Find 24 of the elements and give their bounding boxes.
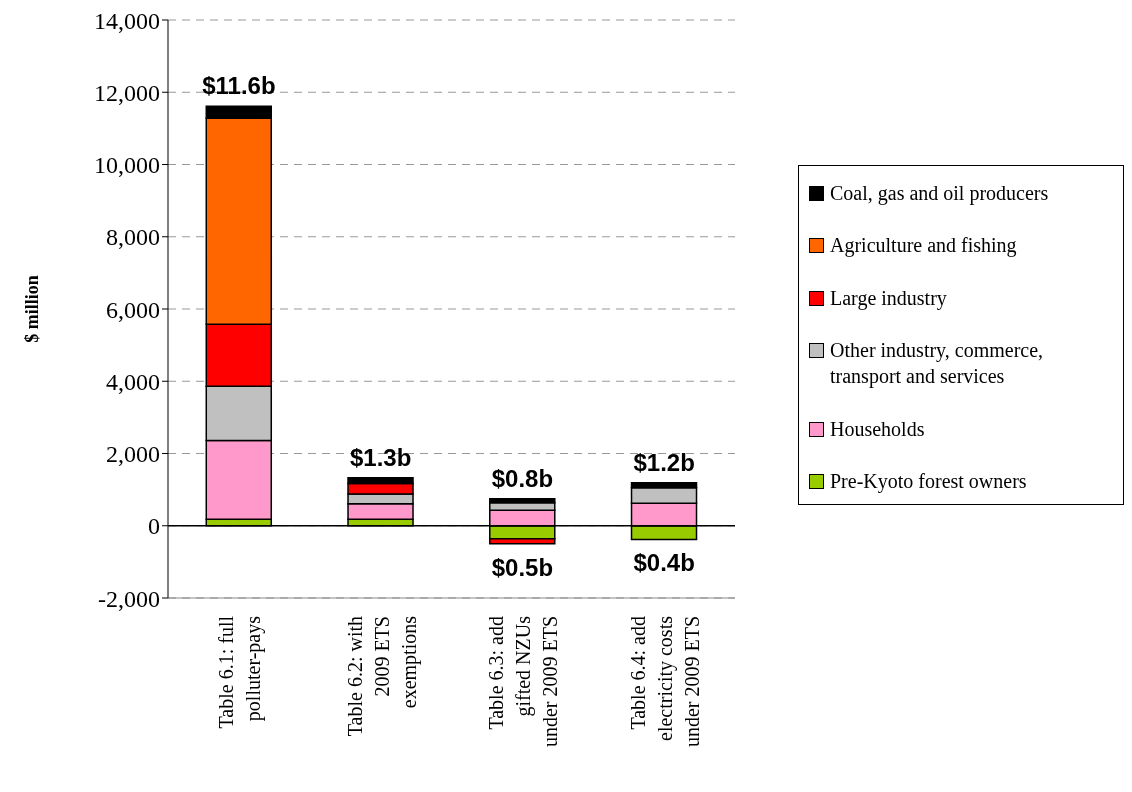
annotation: $0.4b bbox=[633, 549, 695, 577]
y-tick-label: 12,000 bbox=[94, 79, 160, 106]
legend-label: Households bbox=[830, 416, 925, 442]
annotation: $1.2b bbox=[633, 448, 695, 476]
annotation: $11.6b bbox=[202, 72, 276, 100]
y-tick-label: 2,000 bbox=[106, 441, 160, 468]
y-tick-label: 14,000 bbox=[94, 7, 160, 34]
x-tick-label: Table 6.1: full polluter-pays bbox=[215, 615, 266, 729]
y-tick-label: 6,000 bbox=[106, 296, 160, 323]
annotation: $1.3b bbox=[349, 443, 412, 471]
y-tick-label: 0 bbox=[148, 513, 160, 540]
legend-label: Coal, gas and oil producers bbox=[830, 181, 1049, 206]
y-tick-label: 8,000 bbox=[106, 224, 160, 251]
legend-label: Other industry, commerce, transport and services bbox=[830, 338, 1045, 390]
annotation: $0.5b bbox=[491, 553, 554, 581]
annotation: $0.8b bbox=[491, 464, 554, 492]
x-tick-label: Table 6.2: with 2009 ETS exemptions bbox=[343, 615, 421, 737]
legend-label: Pre-Kyoto forest owners bbox=[830, 468, 1027, 494]
legend-label: Large industry bbox=[830, 285, 947, 311]
y-tick-label: 4,000 bbox=[106, 368, 160, 395]
y-tick-label: 10,000 bbox=[94, 152, 160, 179]
y-axis-title: $ million bbox=[22, 275, 43, 343]
y-tick-label: -2,000 bbox=[98, 585, 160, 612]
legend-label: Agriculture and fishing bbox=[830, 233, 1017, 259]
